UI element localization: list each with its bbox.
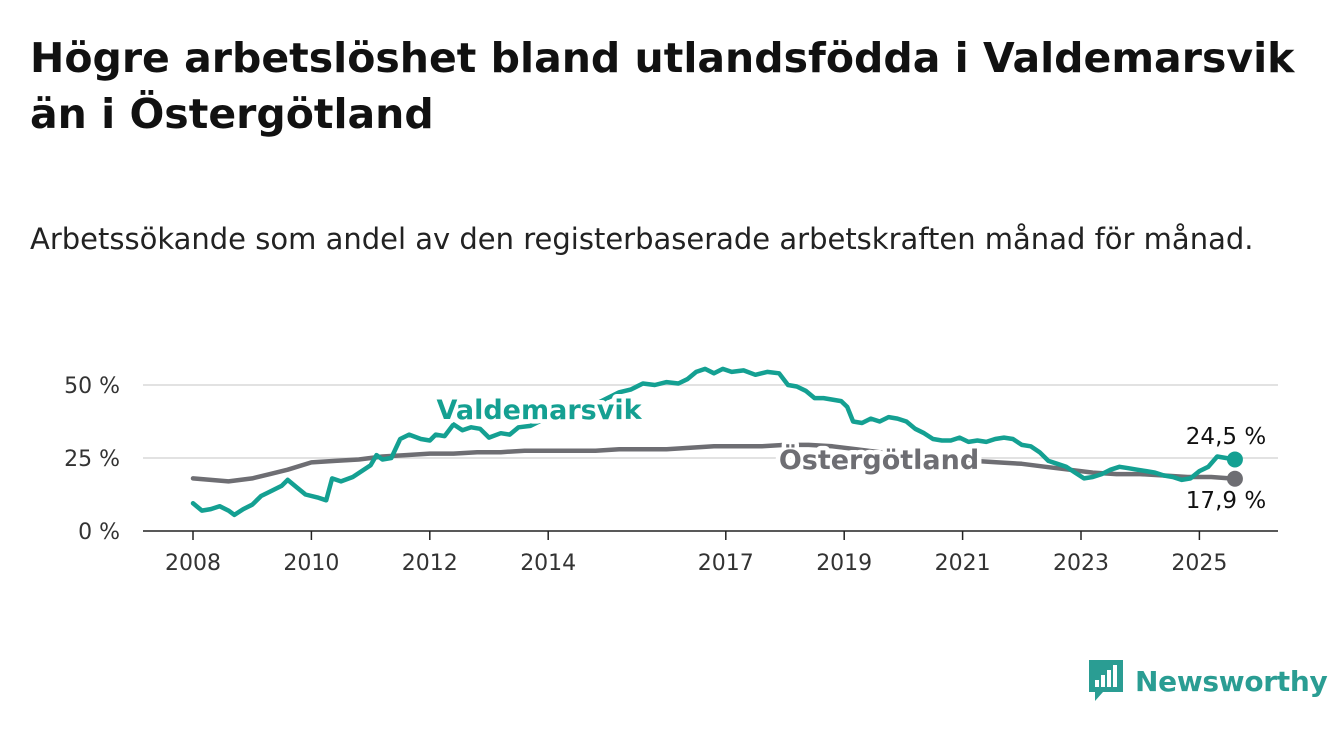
series-label-valdemarsvik: Valdemarsvik	[436, 395, 642, 426]
line-chart: 0 % 25 % 50 % 2008 2010 2012 2014 2017 2019 2021 2…	[64, 366, 1278, 576]
end-point-östergötland	[1226, 470, 1243, 487]
series-lines	[190, 366, 1243, 518]
chart-title: Högre arbetslöshet bland utlandsfödda i …	[30, 34, 1295, 138]
x-tick-label: 2012	[402, 551, 458, 576]
x-tick-label: 2017	[698, 551, 754, 576]
brand-name: Newsworthy	[1135, 664, 1328, 698]
series-label-ostergotland: Östergötland	[779, 443, 979, 476]
newsworthy-logo: Newsworthy	[1089, 660, 1328, 702]
y-tick-label: 50 %	[64, 374, 120, 399]
x-tick-label: 2021	[935, 551, 991, 576]
axes: 0 % 25 % 50 % 2008 2010 2012 2014 2017 2019 2021 2…	[64, 374, 1278, 576]
end-point-valdemarsvik	[1226, 451, 1243, 468]
y-tick-label: 0 %	[78, 520, 120, 545]
x-tick-label: 2008	[165, 551, 221, 576]
x-tick-label: 2014	[520, 551, 576, 576]
x-tick-label: 2019	[816, 551, 872, 576]
series-labels: Valdemarsvik Östergötland 24,5 % 17,9 %	[432, 391, 1266, 515]
x-tick-label: 2023	[1053, 551, 1109, 576]
grid-lines	[143, 384, 1278, 459]
series-line-östergötland	[190, 442, 1238, 484]
end-value-label-ostergotland: 17,9 %	[1186, 488, 1266, 514]
end-value-label-valdemarsvik: 24,5 %	[1186, 424, 1266, 450]
x-tick-label: 2025	[1171, 551, 1227, 576]
newsworthy-chart-icon	[1089, 660, 1123, 701]
series-line-valdemarsvik	[190, 366, 1238, 518]
chart-subtitle: Arbetssökande som andel av den registerb…	[30, 222, 1254, 256]
x-tick-label: 2010	[283, 551, 339, 576]
y-tick-label: 25 %	[64, 447, 120, 472]
